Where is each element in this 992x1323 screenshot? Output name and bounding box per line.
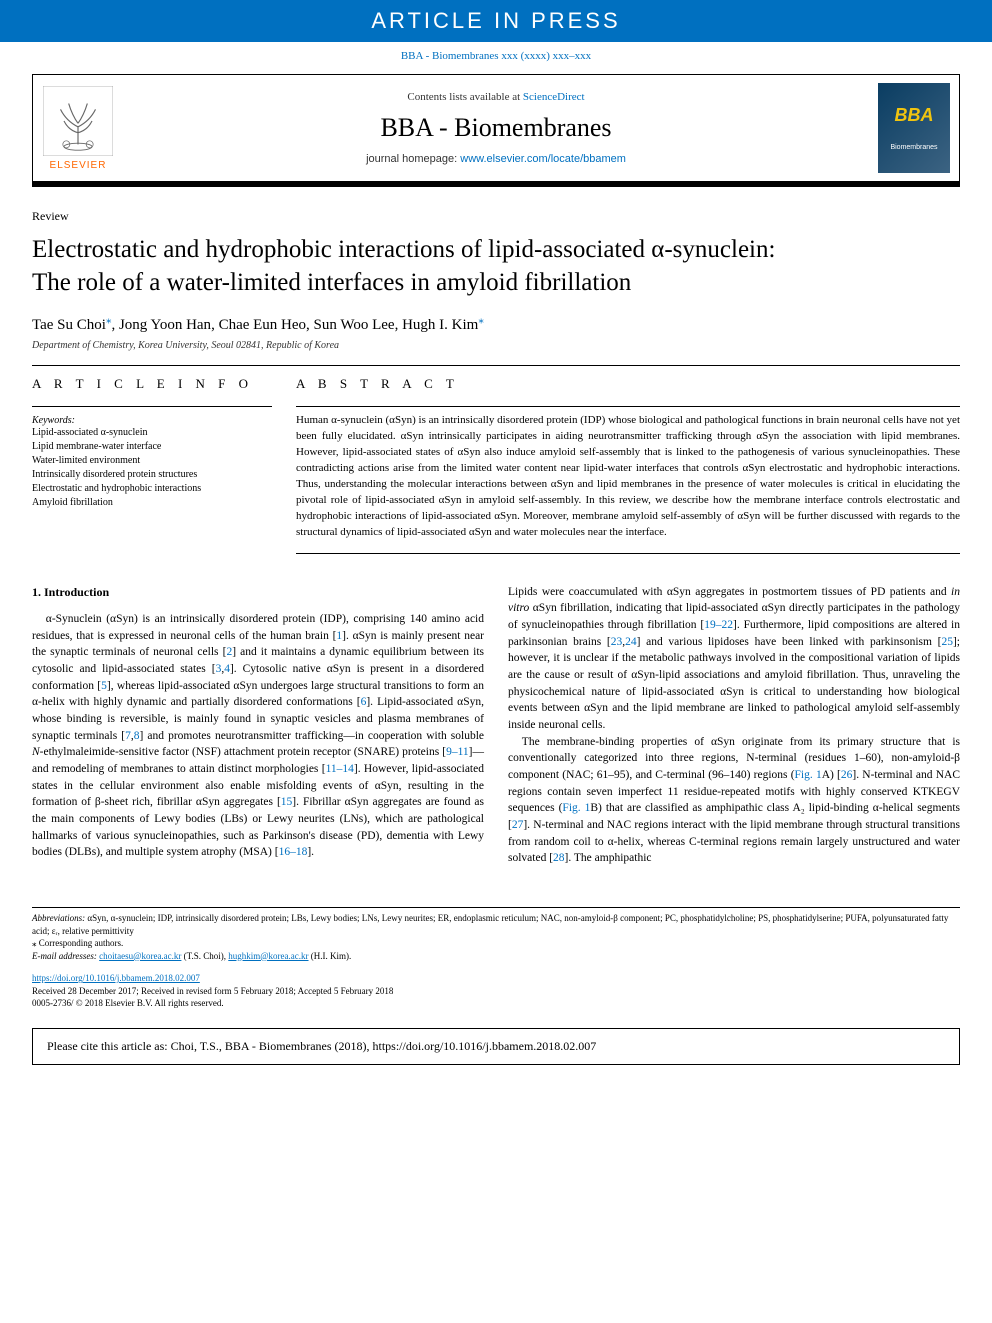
authors: Tae Su Choi⁎, Jong Yoon Han, Chae Eun He… <box>32 313 960 334</box>
ref-link[interactable]: 9–11 <box>446 746 469 758</box>
author-2: Jong Yoon Han <box>119 317 211 333</box>
section-heading-intro: 1. Introduction <box>32 584 484 601</box>
article-title: Electrostatic and hydrophobic interactio… <box>32 234 960 299</box>
keyword: Intrinsically disordered protein structu… <box>32 468 272 482</box>
abbrev-text: αSyn, α-synuclein; IDP, intrinsically di… <box>32 913 948 936</box>
ref-link[interactable]: 11–14 <box>326 763 354 775</box>
doi-link[interactable]: https://doi.org/10.1016/j.bbamem.2018.02… <box>32 973 200 983</box>
body-para: α-Synuclein (αSyn) is an intrinsically d… <box>32 611 484 861</box>
email-line: E-mail addresses: choitaesu@korea.ac.kr … <box>32 950 960 963</box>
abstract-heading: A B S T R A C T <box>296 376 960 392</box>
email-name: (T.S. Choi), <box>181 951 228 961</box>
ref-link[interactable]: 23 <box>611 636 623 648</box>
title-line2: The role of a water-limited interfaces i… <box>32 269 631 296</box>
elsevier-logo: ELSEVIER <box>33 75 123 181</box>
article-type: Review <box>32 209 960 224</box>
article-info-heading: A R T I C L E I N F O <box>32 376 272 392</box>
body-column-right: Lipids were coaccumulated with αSyn aggr… <box>508 584 960 867</box>
keyword: Lipid-associated α-synuclein <box>32 426 272 440</box>
author-5: Hugh I. Kim <box>402 317 478 333</box>
ref-link[interactable]: 7 <box>125 730 131 742</box>
ref-link[interactable]: 5 <box>101 680 107 692</box>
bba-logo: BBA Biomembranes <box>869 75 959 181</box>
keyword: Water-limited environment <box>32 454 272 468</box>
abbreviations: Abbreviations: αSyn, α-synuclein; IDP, i… <box>32 912 960 937</box>
author-3: Chae Eun Heo <box>219 317 306 333</box>
ref-link[interactable]: 28 <box>553 852 565 864</box>
ref-link[interactable]: 15 <box>281 796 293 808</box>
author-1: Tae Su Choi <box>32 317 106 333</box>
journal-name: BBA - Biomembranes <box>123 113 869 143</box>
keywords-label: Keywords: <box>32 415 272 426</box>
ref-link[interactable]: 2 <box>226 646 232 658</box>
corr-mark: ⁎ <box>478 314 484 326</box>
homepage-line: journal homepage: www.elsevier.com/locat… <box>123 153 869 165</box>
fig-link[interactable]: Fig. 1 <box>795 769 822 781</box>
doi-block: https://doi.org/10.1016/j.bbamem.2018.02… <box>32 972 960 1010</box>
body-para: The membrane-binding properties of αSyn … <box>508 734 960 867</box>
ref-link[interactable]: 25 <box>941 636 953 648</box>
citation-box: Please cite this article as: Choi, T.S.,… <box>32 1028 960 1065</box>
footnotes: Abbreviations: αSyn, α-synuclein; IDP, i… <box>32 907 960 962</box>
keyword: Amyloid fibrillation <box>32 496 272 510</box>
author-4: Sun Woo Lee <box>314 317 395 333</box>
keyword: Lipid membrane-water interface <box>32 440 272 454</box>
ref-link[interactable]: 4 <box>224 663 230 675</box>
keyword: Electrostatic and hydrophobic interactio… <box>32 482 272 496</box>
ref-link[interactable]: 27 <box>512 819 524 831</box>
received-line: Received 28 December 2017; Received in r… <box>32 985 960 998</box>
homepage-prefix: journal homepage: <box>366 153 460 165</box>
article-info-column: A R T I C L E I N F O Keywords: Lipid-as… <box>32 376 272 560</box>
ref-link[interactable]: 6 <box>361 696 367 708</box>
email-link[interactable]: choitaesu@korea.ac.kr <box>99 951 181 961</box>
abstract-column: A B S T R A C T Human α-synuclein (αSyn)… <box>296 376 960 560</box>
bba-badge: BBA Biomembranes <box>878 83 950 173</box>
article-in-press-banner: ARTICLE IN PRESS <box>0 0 992 42</box>
elsevier-text: ELSEVIER <box>50 160 107 171</box>
corr-mark: ⁎ <box>106 314 112 326</box>
ref-link[interactable]: 24 <box>625 636 637 648</box>
info-rule <box>32 406 272 407</box>
ref-link[interactable]: 1 <box>336 630 342 642</box>
homepage-link[interactable]: www.elsevier.com/locate/bbamem <box>460 153 626 165</box>
rule-above-abstract <box>32 365 960 366</box>
ref-link[interactable]: 16–18 <box>279 846 308 858</box>
body-para: Lipids were coaccumulated with αSyn aggr… <box>508 584 960 734</box>
ref-link[interactable]: 3 <box>216 663 222 675</box>
keywords-list: Lipid-associated α-synuclein Lipid membr… <box>32 426 272 510</box>
ref-link[interactable]: 8 <box>134 730 140 742</box>
abstract-rule-top <box>296 406 960 407</box>
affiliation: Department of Chemistry, Korea Universit… <box>32 340 960 351</box>
header-center: Contents lists available at ScienceDirec… <box>123 75 869 181</box>
title-line1: Electrostatic and hydrophobic interactio… <box>32 236 775 263</box>
ref-link[interactable]: 19–22 <box>704 619 733 631</box>
elsevier-tree-icon <box>43 86 113 156</box>
bba-badge-text: BBA <box>895 105 934 126</box>
email-label: E-mail addresses: <box>32 951 97 961</box>
contents-prefix: Contents lists available at <box>407 91 522 103</box>
fig-link[interactable]: Fig. 1 <box>562 802 590 814</box>
email-link[interactable]: hughkim@korea.ac.kr <box>228 951 308 961</box>
journal-reference: BBA - Biomembranes xxx (xxxx) xxx–xxx <box>0 42 992 70</box>
email-name: (H.I. Kim). <box>309 951 352 961</box>
abstract-text: Human α-synuclein (αSyn) is an intrinsic… <box>296 413 960 541</box>
abstract-rule-bottom <box>296 553 960 554</box>
bba-badge-sub: Biomembranes <box>890 144 937 151</box>
journal-header: ELSEVIER Contents lists available at Sci… <box>32 74 960 182</box>
corresponding-note: ⁎ Corresponding authors. <box>32 937 960 950</box>
issn-line: 0005-2736/ © 2018 Elsevier B.V. All righ… <box>32 997 960 1010</box>
body-column-left: 1. Introduction α-Synuclein (αSyn) is an… <box>32 584 484 867</box>
ref-link[interactable]: 26 <box>841 769 853 781</box>
body-columns: 1. Introduction α-Synuclein (αSyn) is an… <box>32 584 960 867</box>
sciencedirect-link[interactable]: ScienceDirect <box>523 91 585 103</box>
contents-available-line: Contents lists available at ScienceDirec… <box>123 91 869 103</box>
abbrev-label: Abbreviations: <box>32 913 85 923</box>
